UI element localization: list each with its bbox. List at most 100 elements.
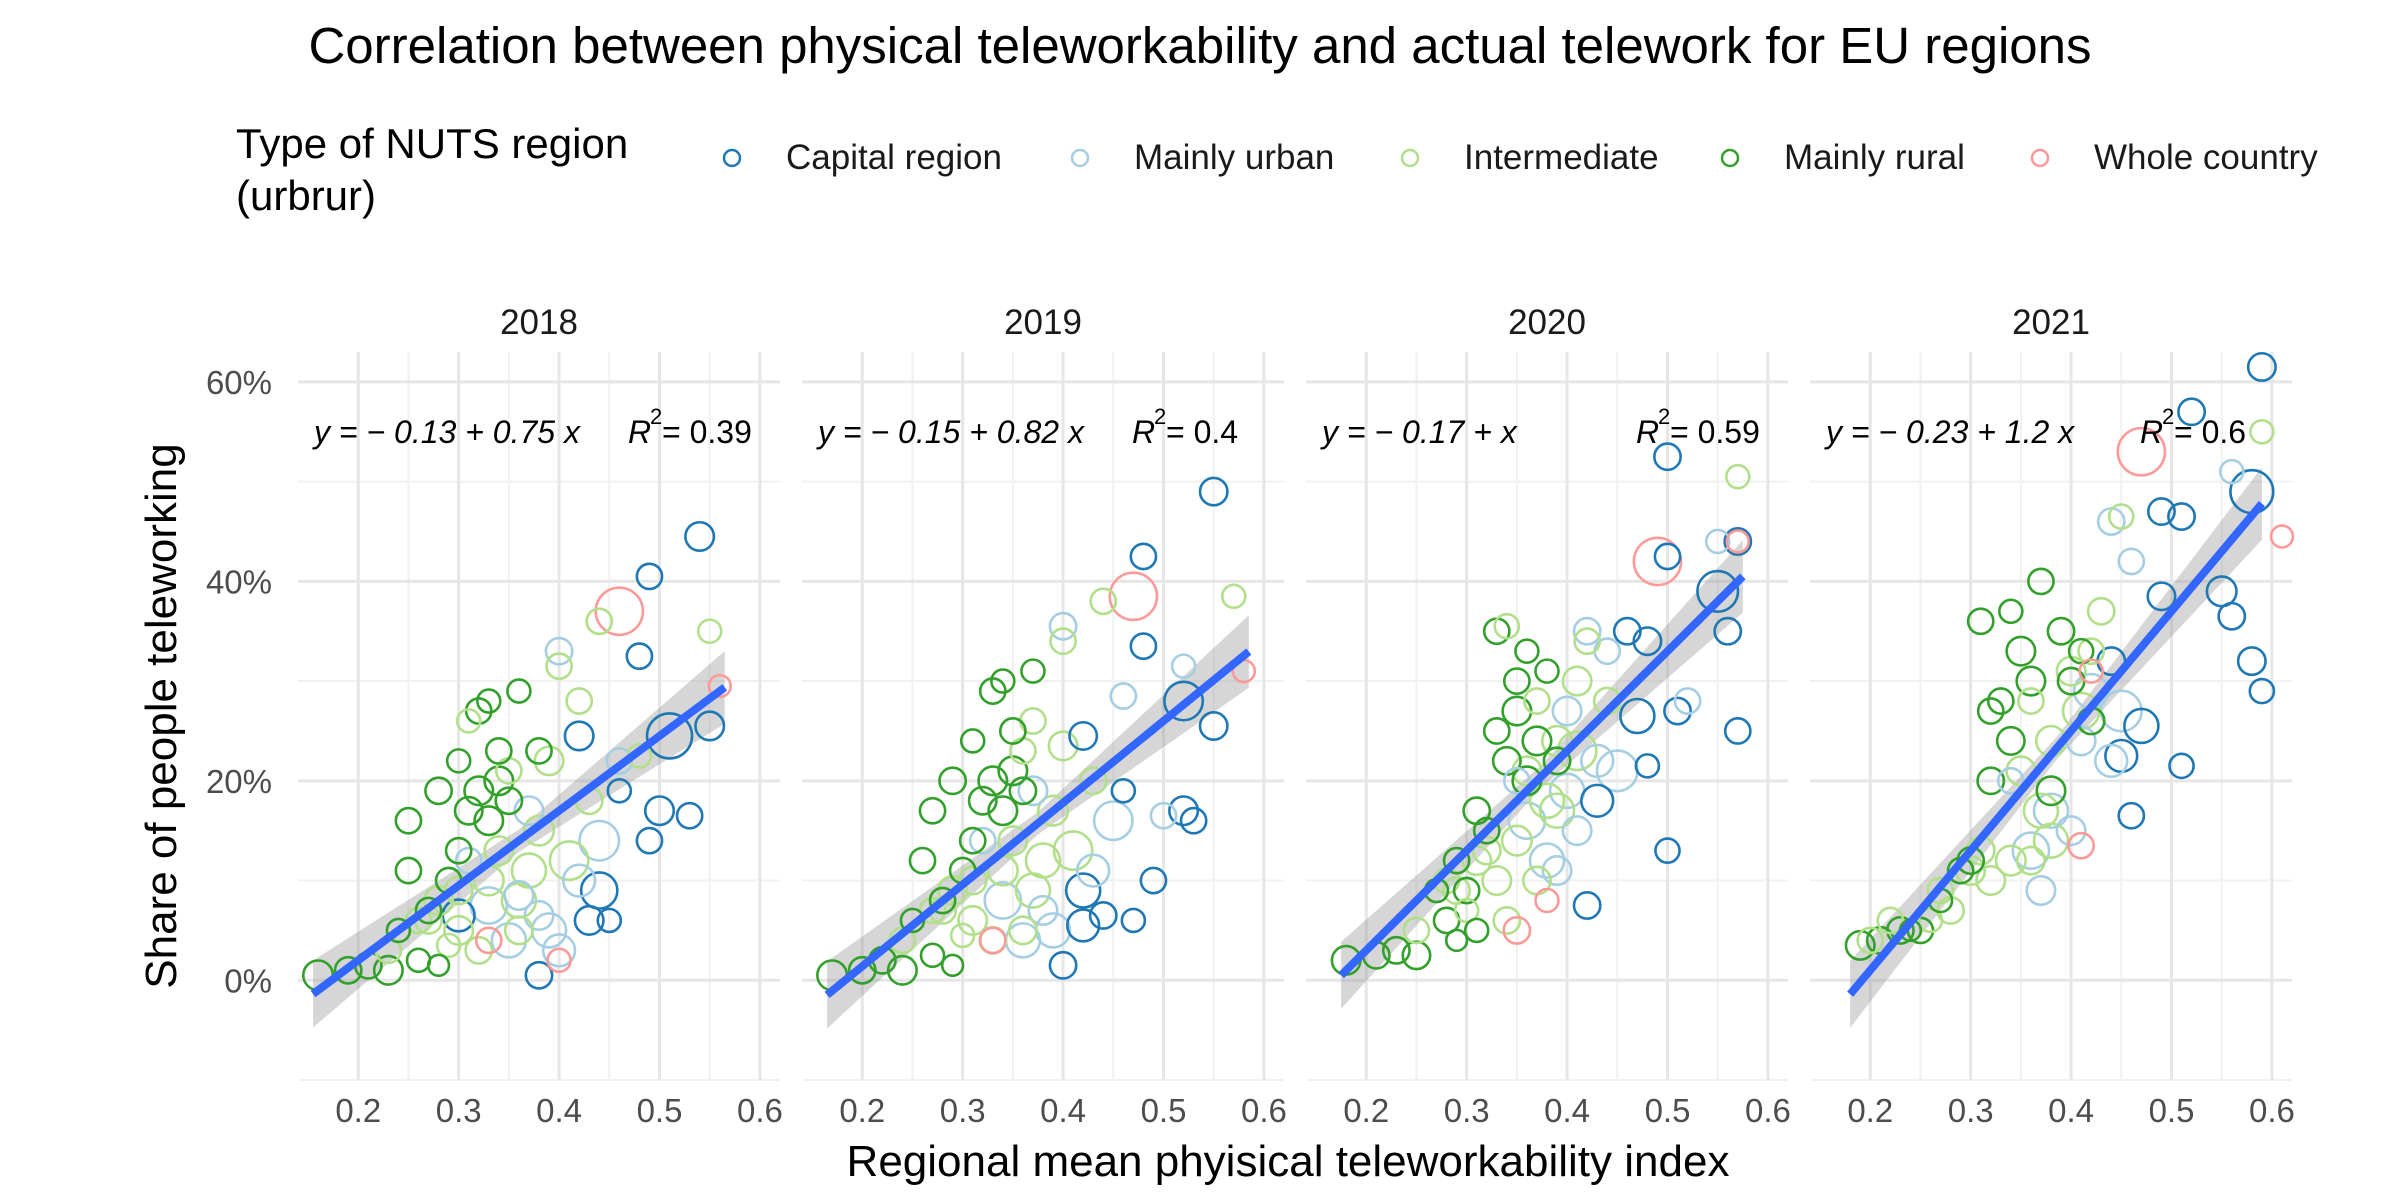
data-point <box>2077 637 2106 666</box>
data-point <box>545 652 573 681</box>
data-point <box>1663 696 1692 726</box>
data-point <box>987 795 1019 827</box>
data-point <box>2147 497 2176 527</box>
facet-title: 2018 <box>500 303 578 342</box>
data-point <box>635 562 664 591</box>
data-point <box>594 586 645 637</box>
data-point <box>1129 632 1158 661</box>
x-tick-label: 0.4 <box>1544 1092 1590 1129</box>
data-point <box>1048 950 1078 980</box>
data-point <box>958 826 987 855</box>
data-point <box>1528 842 1566 879</box>
data-point <box>463 775 495 807</box>
data-point <box>2246 351 2277 382</box>
data-point <box>533 745 565 777</box>
legend-item-whole-country: Whole country <box>2026 138 2318 178</box>
data-point <box>1654 837 1681 864</box>
data-point <box>2249 418 2275 445</box>
x-tick-label: 0.3 <box>1948 1092 1994 1129</box>
data-point <box>578 819 621 862</box>
x-tick-label: 0.6 <box>2249 1092 2295 1129</box>
x-tick-label: 0.3 <box>940 1092 986 1129</box>
data-point <box>444 836 473 865</box>
chart-title: Correlation between physical teleworkabi… <box>308 17 2092 74</box>
data-point <box>2027 567 2055 596</box>
data-point <box>2035 775 2067 807</box>
data-point <box>1020 658 1046 684</box>
data-point <box>2005 635 2037 667</box>
data-point <box>1017 775 1049 807</box>
data-point <box>1556 730 1598 772</box>
data-point <box>1975 864 2007 897</box>
r-squared-value: = 0.4 <box>1166 414 1238 450</box>
data-point <box>1724 463 1751 490</box>
data-point <box>1917 907 1944 934</box>
data-point <box>483 765 515 797</box>
data-point <box>546 947 572 974</box>
data-point <box>372 954 404 986</box>
data-point <box>1885 915 1915 945</box>
legend-title: Type of NUTS region (urbrur) <box>236 118 696 222</box>
data-point <box>1561 815 1593 847</box>
data-point <box>1511 755 1543 787</box>
data-point <box>490 922 528 959</box>
data-point <box>1507 801 1547 841</box>
data-point <box>1528 782 1566 820</box>
r-squared-superscript: 2 <box>2162 404 2174 429</box>
data-point <box>1514 638 1540 664</box>
data-point <box>2217 601 2247 631</box>
trend-line <box>310 684 728 998</box>
data-point <box>1976 766 2006 796</box>
data-point <box>2055 815 2087 847</box>
legend-item-mainly-urban: Mainly urban <box>1066 138 1334 178</box>
data-point <box>2078 658 2104 684</box>
data-point <box>967 785 998 816</box>
data-point <box>1401 940 1432 971</box>
data-point <box>1632 536 1683 587</box>
data-point <box>675 801 704 830</box>
data-point <box>1402 916 1431 945</box>
data-point <box>1472 816 1501 845</box>
data-point <box>2269 524 2295 549</box>
r-squared-value: = 0.6 <box>2174 414 2246 450</box>
x-tick-label: 0.2 <box>839 1092 885 1129</box>
x-tick-label: 0.2 <box>335 1092 381 1129</box>
x-tick-label: 0.2 <box>1343 1092 1389 1129</box>
data-point <box>1078 766 1108 796</box>
legend-label: Mainly urban <box>1134 138 1335 177</box>
legend-title-line: (urbrur) <box>236 172 377 219</box>
r-squared-value: = 0.39 <box>662 414 752 450</box>
data-point <box>464 935 494 965</box>
data-point <box>1541 855 1573 887</box>
data-point <box>1632 626 1663 657</box>
data-point <box>919 942 946 969</box>
data-point <box>561 863 597 898</box>
data-point <box>414 896 443 925</box>
data-point <box>2168 752 2195 780</box>
data-point <box>957 904 989 936</box>
data-point <box>684 520 716 553</box>
x-tick-label: 0.4 <box>2048 1092 2094 1129</box>
data-point <box>455 708 482 734</box>
data-point <box>1008 776 1038 806</box>
data-point <box>541 933 577 968</box>
r-squared-value: = 0.59 <box>1670 414 1760 450</box>
data-point <box>940 953 965 978</box>
data-point <box>959 728 986 754</box>
data-point <box>1673 687 1702 715</box>
data-point <box>1149 801 1178 830</box>
x-tick-label: 0.4 <box>1040 1092 1086 1129</box>
y-tick-label: 20% <box>206 763 272 800</box>
x-tick-label: 0.5 <box>637 1092 683 1129</box>
data-point <box>1108 571 1159 622</box>
data-point <box>978 926 1007 955</box>
data-point <box>625 642 654 671</box>
data-point <box>1034 912 1072 949</box>
x-tick-label: 0.5 <box>1645 1092 1691 1129</box>
data-point <box>635 826 664 855</box>
data-point <box>1926 876 1955 905</box>
data-point <box>1024 842 1062 879</box>
data-point <box>563 720 595 752</box>
data-point <box>1453 897 1480 924</box>
